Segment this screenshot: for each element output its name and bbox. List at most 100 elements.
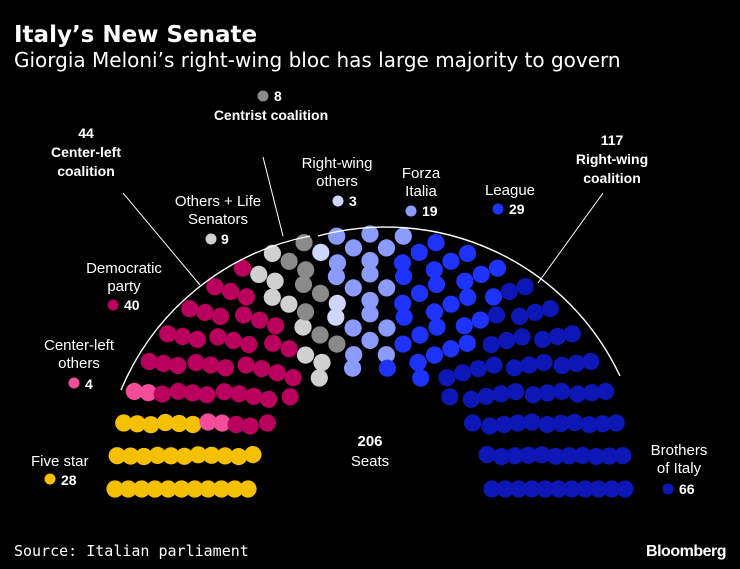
seat-brothers-of-italy [552, 414, 570, 433]
seat-league [484, 288, 503, 306]
seat-league [394, 335, 412, 353]
seat-democratic-party [245, 387, 263, 405]
seat-brothers-of-italy [589, 480, 608, 498]
seat-brothers-of-italy [523, 413, 541, 431]
seat-brothers-of-italy [462, 390, 480, 408]
seat-brothers-of-italy [441, 388, 459, 406]
seat-brothers-of-italy [482, 336, 500, 354]
seat-democratic-party [268, 364, 286, 382]
center-left-others-label: Center-left [44, 337, 115, 354]
seat-brothers-of-italy [519, 446, 538, 464]
seat-democratic-party [196, 303, 214, 321]
seat-league [425, 303, 444, 321]
seat-democratic-party [153, 385, 171, 403]
seat-democratic-party [281, 388, 299, 406]
seat-democratic-party [251, 311, 269, 329]
seat-center-left-others [125, 382, 143, 400]
seat-democratic-party [241, 417, 259, 435]
seat-brothers-of-italy [500, 282, 518, 301]
seat-democratic-party [169, 382, 187, 400]
bloomberg-logo: Bloomberg [646, 543, 726, 560]
brothers-of-italy-label-2: of Italy [657, 460, 702, 477]
seat-five-star [128, 415, 146, 433]
seat-forza-italia [361, 331, 379, 349]
center-left-others-value: 4 [85, 376, 93, 392]
seat-democratic-party [209, 328, 227, 346]
leader-line-center-left [122, 192, 201, 286]
seat-five-star [226, 480, 244, 498]
seat-brothers-of-italy [538, 384, 557, 402]
seat-league [472, 265, 490, 283]
seat-forza-italia [361, 291, 379, 310]
seat-brothers-of-italy [524, 386, 542, 404]
seat-league [425, 261, 443, 279]
seat-league [411, 326, 429, 344]
seat-league [395, 308, 413, 326]
seat-others-life-senators [250, 265, 268, 283]
center-left-coalition-label: Center-left [51, 144, 121, 160]
seat-brothers-of-italy [573, 446, 592, 464]
seat-center-left-others [213, 414, 231, 432]
seat-league [412, 369, 430, 387]
others-life-label: Others + Life [175, 193, 261, 210]
forza-italia-label: Forza [402, 165, 441, 182]
seat-brothers-of-italy [553, 382, 571, 400]
seat-brothers-of-italy [534, 330, 552, 348]
seat-democratic-party [284, 369, 302, 387]
seat-league [395, 267, 413, 286]
seat-democratic-party [222, 282, 240, 301]
seat-forza-italia [344, 279, 362, 297]
seat-brothers-of-italy [492, 385, 510, 403]
centrist-coalition-value: 8 [274, 88, 282, 104]
seat-league [459, 244, 477, 262]
seat-five-star [244, 446, 262, 464]
seat-democratic-party [267, 317, 285, 335]
seat-five-star [148, 446, 167, 464]
seat-brothers-of-italy [563, 325, 581, 343]
seat-centrist-coalition [296, 303, 315, 321]
seat-brothers-of-italy [536, 480, 554, 498]
democratic-party-label: Democratic [86, 260, 162, 277]
seat-brothers-of-italy [516, 278, 534, 296]
seat-centrist-coalition [297, 261, 315, 279]
seat-brothers-of-italy [507, 383, 525, 401]
seat-democratic-party [206, 278, 224, 296]
seat-forza-italia [344, 239, 363, 257]
seat-five-star [203, 446, 221, 464]
seat-five-star [106, 480, 124, 498]
seat-brothers-of-italy [523, 480, 541, 498]
seat-brothers-of-italy [505, 359, 523, 377]
seat-brothers-of-italy [541, 300, 559, 318]
seat-others-life-senators [263, 288, 281, 306]
seat-brothers-of-italy [607, 414, 625, 432]
seat-league [488, 259, 507, 277]
total-seats-value: 206 [357, 433, 382, 450]
seat-democratic-party [227, 415, 245, 434]
seat-right-wing-others [328, 294, 346, 312]
seat-brothers-of-italy [553, 356, 571, 375]
seat-league [442, 340, 460, 358]
five-star-label: Five star [31, 453, 89, 470]
right-wing-others-label-2: others [316, 173, 358, 190]
seat-brothers-of-italy [567, 354, 586, 372]
seat-five-star [230, 448, 248, 466]
seat-forza-italia [378, 279, 396, 297]
seat-five-star [189, 446, 207, 464]
league-label: League [485, 182, 535, 199]
democratic-party-label-2: party [107, 278, 141, 295]
seat-brothers-of-italy [509, 480, 528, 498]
seat-center-left-others [199, 413, 217, 431]
seat-brothers-of-italy [526, 303, 544, 321]
brothers-of-italy-value: 66 [679, 481, 695, 497]
seat-five-star [172, 480, 191, 498]
seat-brothers-of-italy [454, 364, 472, 382]
seat-league [458, 334, 476, 352]
seat-brothers-of-italy [513, 328, 531, 346]
seat-brothers-of-italy [587, 447, 605, 466]
league-value: 29 [509, 201, 525, 217]
seat-five-star [115, 414, 133, 432]
democratic-party-value: 40 [124, 297, 140, 313]
forza-italia-label-2: Italia [405, 183, 437, 200]
seat-league [393, 254, 412, 272]
right-wing-others-label: Right-wing [302, 155, 373, 172]
